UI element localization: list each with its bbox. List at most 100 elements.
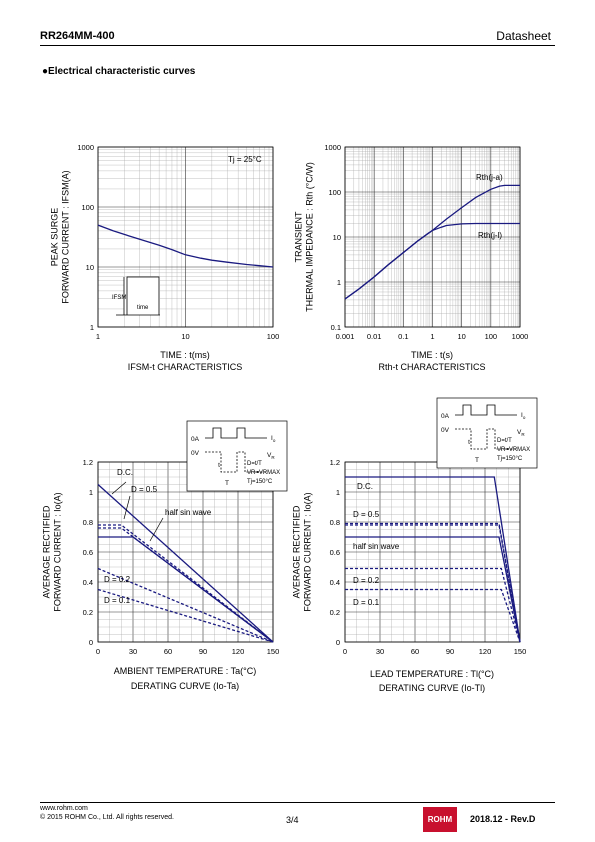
derating_tl-inset-current-wave (455, 404, 517, 416)
ifsm-xtick: 1 (96, 332, 100, 341)
derating_tl-inset-0a: 0A (441, 413, 450, 420)
rth-xtick: 0.01 (367, 332, 382, 341)
derating_tl-plot-frame (344, 461, 521, 643)
derating_tl-inset-vrmax: VR=VRMAX (497, 447, 530, 453)
derating_tl-ytick: 0.6 (330, 548, 340, 557)
derating_tl-series-line-5 (345, 588, 521, 643)
derating_tl-inset-T: T (475, 457, 479, 464)
ifsm-inset-time-label: time (137, 305, 149, 311)
derating_ta-inset-vr: VR (267, 452, 275, 460)
derating_tl-xtick: 90 (446, 647, 454, 656)
ifsm-ylabel-line: FORWARD CURRENT : IFSM(A) (61, 170, 71, 303)
section-title: ●Electrical characteristic curves (42, 66, 196, 77)
rth-plot-frame (344, 146, 521, 328)
derating_tl-inset-t: t (468, 439, 470, 446)
derating_tl-ytick: 1 (336, 488, 340, 497)
derating_ta-ytick: 0.4 (83, 578, 93, 587)
rth-caption: Rth-t CHARACTERISTICS (378, 362, 485, 372)
ifsm-ylabel: PEAK SURGE FORWARD CURRENT : IFSM(A) (50, 170, 71, 303)
ifsm-xtick: 100 (267, 332, 280, 341)
tl-label-d05: D = 0.5 (353, 510, 380, 519)
ifsm-ylabel-line: PEAK SURGE (50, 208, 60, 267)
tl-ylabel: AVERAGE RECTIFIED FORWARD CURRENT : Io(A) (292, 492, 313, 611)
derating_tl-xtick: 30 (376, 647, 384, 656)
derating_ta-xtick: 60 (164, 647, 172, 656)
derating_ta-ytick: 1.2 (83, 458, 93, 467)
derating_ta-inset-voltage-wave (205, 451, 267, 473)
ta-arrow-d05 (123, 495, 131, 520)
derating_tl-series-line-1 (345, 522, 521, 643)
derating_tl-inset-tj: Tj=150°C (497, 456, 523, 462)
derating_tl-xtick: 0 (343, 647, 347, 656)
derating_tl-inset-io: Io (521, 412, 526, 420)
rth-series-label-1: Rth(j-l) (478, 231, 502, 240)
rth-ytick: 1000 (324, 143, 341, 152)
ta-caption: DERATING CURVE (Io-Ta) (131, 681, 239, 691)
derating_tl-xtick: 150 (514, 647, 527, 656)
rth-ylabel-line: THERMAL IMPEDANCE : Rth (°C/W) (305, 162, 315, 312)
rth-xtick: 10 (457, 332, 465, 341)
derating_ta-inset-0a: 0A (191, 436, 200, 443)
derating_ta-inset-duty: D=t/T (247, 461, 262, 467)
derating_tl-xtick: 120 (479, 647, 492, 656)
ifsm-xtick: 10 (181, 332, 189, 341)
tl-label-d01: D = 0.1 (353, 598, 380, 607)
ta-label-halfsin: half sin wave (165, 508, 212, 517)
page-number: 3/4 (286, 815, 299, 825)
ta-label-dc: D.C. (117, 468, 133, 477)
derating_ta-ytick: 0 (89, 638, 93, 647)
ifsm-inset-current-label: IFSM (112, 295, 126, 301)
derating_tl-ytick: 1.2 (330, 458, 340, 467)
derating_ta-series-line-0 (97, 484, 274, 643)
derating_ta-inset-tj: Tj=150°C (247, 479, 273, 485)
rohm-logo: ROHM (423, 807, 457, 832)
ta-label-d02: D = 0.2 (104, 575, 131, 584)
doc-type: Datasheet (496, 29, 551, 43)
footer-rule (40, 802, 555, 803)
derating_tl-ytick: 0.4 (330, 578, 340, 587)
footer-website[interactable]: www.rohm.com (40, 805, 88, 812)
tl-ylabel-line: AVERAGE RECTIFIED (292, 505, 302, 598)
rth-series-line-1 (344, 222, 520, 300)
tl-ylabel-line: FORWARD CURRENT : Io(A) (303, 492, 313, 611)
derating_ta-series-line-3 (98, 527, 274, 643)
derating_ta-inset-vrmax: VR=VRMAX (247, 470, 280, 476)
derating_ta-series-line-4 (97, 567, 274, 643)
rth-ylabel: TRANSIENT THERMAL IMPEDANCE : Rth (°C/W) (294, 162, 315, 312)
rth-series-label-0: Rth(j-a) (476, 173, 503, 182)
rth-xtick: 0.1 (398, 332, 408, 341)
derating_tl-series-line-4 (345, 567, 521, 643)
derating_tl-ytick: 0.8 (330, 518, 340, 527)
ta-label-d05: D = 0.5 (131, 485, 158, 494)
ifsm-series-line-0 (97, 224, 274, 268)
derating_ta-xtick: 150 (267, 647, 280, 656)
derating_tl-inset-voltage-wave (455, 428, 517, 450)
derating_ta-inset-t: t (218, 462, 220, 469)
ta-arrow-dc (111, 481, 127, 495)
footer-copyright: © 2015 ROHM Co., Ltd. All rights reserve… (40, 814, 174, 821)
tl-label-dc: D.C. (357, 482, 373, 491)
rth-ytick: 0.1 (331, 323, 341, 332)
part-number: RR264MM-400 (40, 30, 115, 42)
derating_ta-inset-io: Io (271, 435, 276, 443)
ifsm-ytick: 1000 (77, 143, 94, 152)
derating_ta-inset-T: T (225, 480, 229, 487)
ifsm-ytick: 10 (86, 263, 94, 272)
ifsm-inset-bg (124, 277, 160, 315)
ta-xlabel: AMBIENT TEMPERATURE : Ta(°C) (114, 666, 256, 676)
derating_ta-series-line-1 (98, 524, 274, 643)
ta-ylabel: AVERAGE RECTIFIED FORWARD CURRENT : Io(A) (42, 492, 63, 611)
derating_ta-xtick: 0 (96, 647, 100, 656)
ta-label-d01: D = 0.1 (104, 596, 131, 605)
revision: 2018.12 - Rev.D (470, 814, 536, 824)
tl-caption: DERATING CURVE (Io-Tl) (379, 683, 485, 693)
ifsm-inset-pulse (116, 276, 160, 316)
rth-xtick: 0.001 (336, 332, 355, 341)
ta-ylabel-line: FORWARD CURRENT : Io(A) (53, 492, 63, 611)
tl-label-halfsin: half sin wave (353, 542, 400, 551)
derating_ta-inset-current-wave (205, 427, 267, 439)
derating_ta-ytick: 0.6 (83, 548, 93, 557)
ifsm-caption: IFSM-t CHARACTERISTICS (128, 362, 243, 372)
ta-ylabel-line: AVERAGE RECTIFIED (42, 505, 52, 598)
ta-arrow-halfsin (149, 517, 164, 542)
